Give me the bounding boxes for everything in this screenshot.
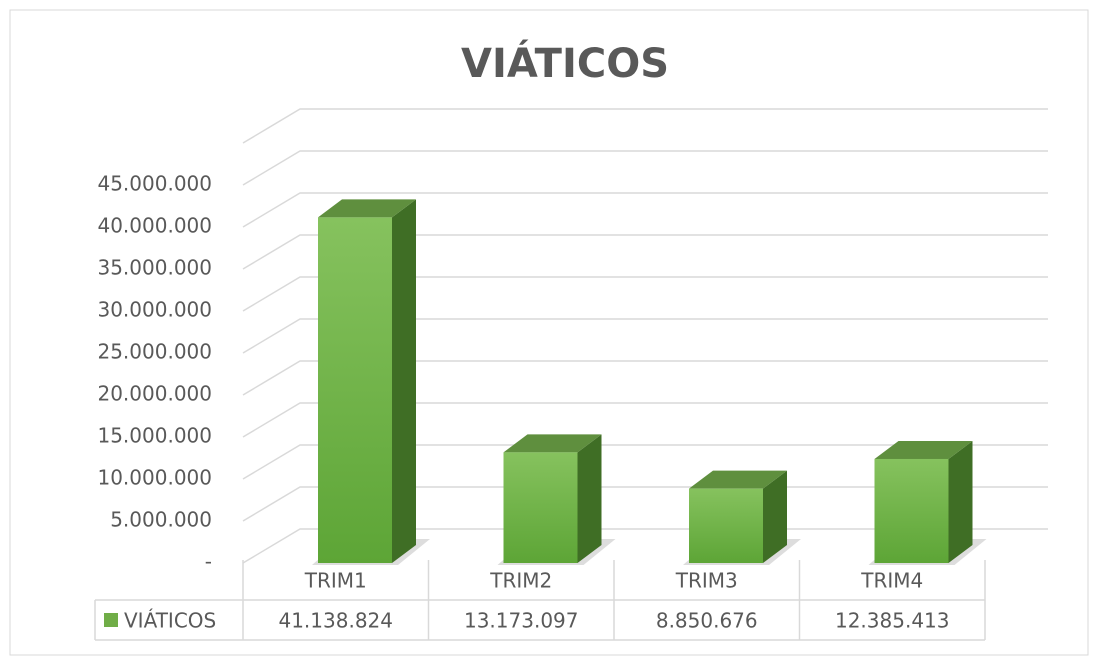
grid-line bbox=[242, 192, 1048, 228]
bar-top bbox=[318, 199, 416, 218]
grid-line bbox=[242, 108, 1048, 144]
bar-side bbox=[392, 199, 416, 563]
y-tick-label: 30.000.000 bbox=[97, 298, 212, 322]
bar-top bbox=[689, 470, 787, 489]
legend-label: VIÁTICOS bbox=[124, 609, 216, 633]
chart-title: VIÁTICOS bbox=[461, 39, 669, 87]
x-tick-label: TRIM3 bbox=[675, 569, 738, 593]
grid-line bbox=[242, 444, 1048, 480]
bar bbox=[874, 458, 949, 563]
grid-line bbox=[242, 150, 1048, 186]
grid-line bbox=[242, 234, 1048, 270]
y-tick-label: - bbox=[205, 550, 212, 574]
grid-line bbox=[242, 528, 1048, 564]
data-label: 41.138.824 bbox=[278, 609, 393, 633]
y-tick-label: 5.000.000 bbox=[110, 508, 212, 532]
grid-line bbox=[242, 360, 1048, 396]
grid-line bbox=[242, 318, 1048, 354]
legend-swatch bbox=[104, 613, 118, 627]
x-tick-label: TRIM1 bbox=[304, 569, 367, 593]
grid-line bbox=[242, 486, 1048, 522]
data-label: 8.850.676 bbox=[656, 609, 758, 633]
data-label: 12.385.413 bbox=[835, 609, 950, 633]
bar-top bbox=[874, 440, 973, 459]
y-tick-label: 10.000.000 bbox=[97, 466, 212, 490]
bar-side bbox=[577, 434, 602, 563]
x-tick-label: TRIM4 bbox=[860, 569, 923, 593]
bar bbox=[503, 452, 578, 563]
bar-top bbox=[503, 434, 602, 453]
y-tick-label: 20.000.000 bbox=[97, 382, 212, 406]
grid-line bbox=[242, 276, 1048, 312]
y-tick-label: 15.000.000 bbox=[97, 424, 212, 448]
y-tick-label: 45.000.000 bbox=[97, 172, 212, 196]
grid-line bbox=[242, 402, 1048, 438]
bar-side bbox=[948, 440, 973, 563]
y-tick-label: 40.000.000 bbox=[97, 214, 212, 238]
bar-side bbox=[763, 470, 787, 563]
bar bbox=[318, 217, 392, 563]
y-tick-label: 25.000.000 bbox=[97, 340, 212, 364]
bar bbox=[689, 488, 763, 563]
data-label: 13.173.097 bbox=[464, 609, 579, 633]
x-tick-label: TRIM2 bbox=[489, 569, 552, 593]
y-tick-label: 35.000.000 bbox=[97, 256, 212, 280]
